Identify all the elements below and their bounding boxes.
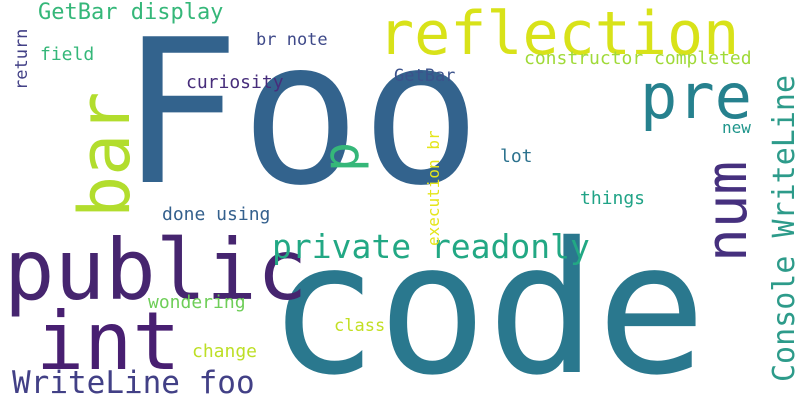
word-br-note: br note	[256, 30, 328, 50]
word-curiosity: curiosity	[186, 72, 284, 93]
word-code: code	[268, 203, 707, 400]
word-new: new	[722, 118, 751, 137]
word-reflection: reflection	[378, 0, 740, 69]
word-num: num	[695, 160, 760, 262]
word-pre: pre	[640, 60, 752, 133]
word-things: things	[580, 188, 646, 209]
word-change: change	[192, 341, 258, 362]
word-console-writeline: Console WriteLine	[767, 74, 800, 382]
word-lot: lot	[500, 146, 533, 167]
word-class: class	[334, 316, 386, 336]
word-foo: Foo	[120, 0, 482, 230]
word-done-using: done using	[162, 204, 271, 225]
word-writeline-foo: WriteLine foo	[12, 365, 255, 400]
word-execution-br: execution br	[424, 130, 443, 246]
word-return: return	[12, 28, 32, 90]
word-public: public	[4, 221, 308, 319]
word-p: p	[312, 141, 370, 172]
word-int: int	[36, 295, 181, 388]
word-bar: bar	[64, 91, 146, 218]
word-getbar-display: GetBar display	[38, 0, 224, 25]
word-field: field	[40, 44, 95, 65]
word-constructor-completed: constructor completed	[524, 48, 752, 69]
word-getbar: GetBar	[394, 66, 456, 86]
word-private-readonly: private readonly	[272, 227, 590, 266]
word-wondering: wondering	[148, 292, 246, 313]
